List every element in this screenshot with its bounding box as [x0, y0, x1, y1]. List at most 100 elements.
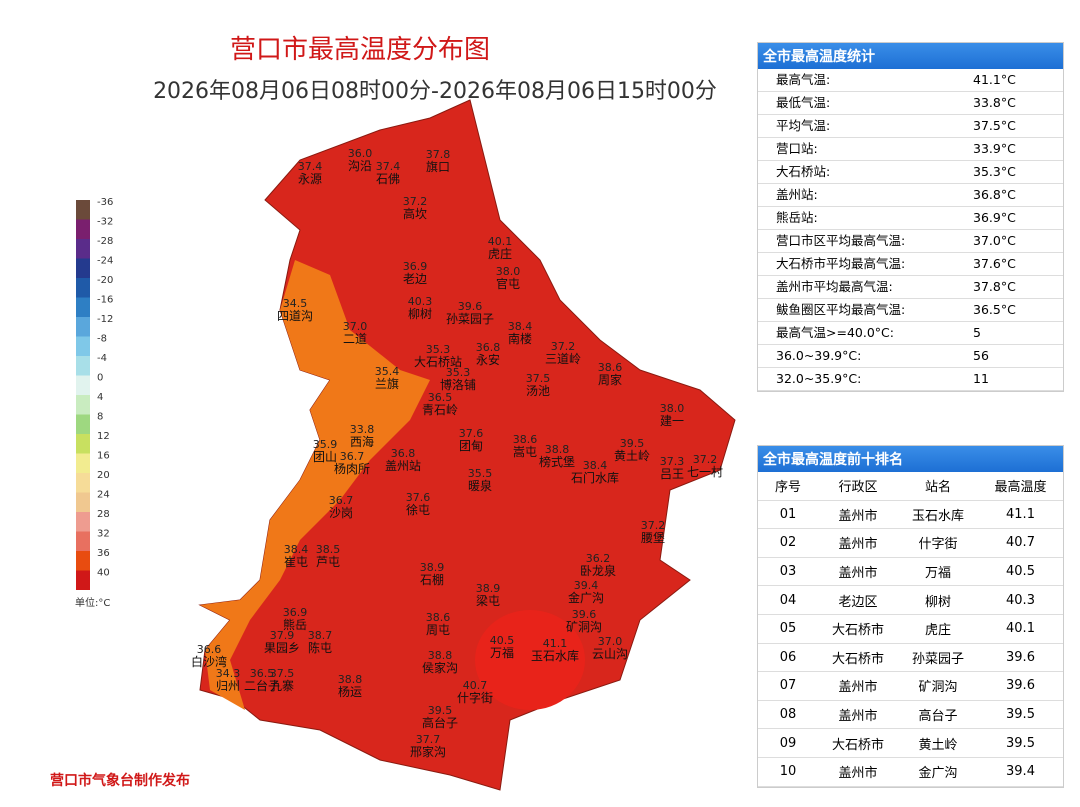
legend-label: 40: [97, 568, 110, 579]
station-value: 36.7: [340, 450, 365, 463]
ranking-cell: 08: [779, 707, 797, 723]
stats-label: 大石桥市平均最高气温:: [776, 256, 906, 271]
legend-label: 8: [97, 412, 103, 423]
station-value: 38.4: [583, 459, 608, 472]
ranking-cell: 40.5: [1006, 564, 1035, 580]
legend-label: -20: [97, 275, 113, 286]
station-name: 盖州站: [385, 459, 421, 473]
ranking-row: 10 盖州市 金广沟 39.4: [758, 758, 1063, 787]
legend-swatch: [76, 395, 90, 415]
station-name: 崔屯: [284, 555, 308, 569]
station-value: 34.5: [283, 297, 308, 310]
legend-label: -4: [97, 353, 107, 364]
station-value: 38.5: [316, 543, 341, 556]
legend-label: 36: [97, 548, 110, 559]
station-name: 云山沟: [592, 647, 628, 661]
station-name: 杨肉所: [334, 461, 370, 476]
station-name: 高台子: [422, 715, 458, 730]
stats-row: 最高气温: 41.1°C: [758, 69, 1063, 92]
stats-value: 37.5°C: [973, 118, 1016, 133]
station-name: 沟沿: [348, 159, 372, 173]
stats-value: 56: [973, 348, 989, 363]
station-value: 39.6: [572, 608, 597, 621]
stats-row: 大石桥市平均最高气温: 37.6°C: [758, 253, 1063, 276]
header-cell: 最高温度: [994, 480, 1047, 496]
ranking-cell: 万福: [924, 566, 951, 582]
station-name: 大石桥站: [414, 355, 462, 369]
station-value: 35.4: [375, 365, 400, 378]
station-value: 37.5: [270, 667, 295, 680]
ranking-cell: 高台子: [918, 709, 958, 725]
station-value: 37.2: [403, 195, 428, 208]
ranking-cell: 金广沟: [918, 766, 958, 782]
stats-label: 大石桥站:: [776, 164, 831, 179]
station-name: 金广沟: [568, 590, 604, 605]
station-name: 腰堡: [641, 530, 665, 545]
station-name: 南楼: [508, 331, 532, 346]
legend-swatch: [76, 278, 90, 298]
station-value: 38.6: [426, 611, 451, 624]
legend-swatch: [76, 336, 90, 356]
legend-swatch: [76, 531, 90, 551]
ranking-cell: 盖州市: [838, 508, 878, 524]
station-name: 矿洞沟: [566, 620, 602, 634]
stats-label: 32.0~35.9°C:: [776, 371, 862, 386]
legend-swatch: [76, 200, 90, 220]
station-value: 36.6: [197, 643, 222, 656]
ranking-cell: 03: [779, 564, 797, 580]
ranking-cell: 矿洞沟: [918, 680, 958, 696]
ranking-cell: 大石桥市: [831, 651, 884, 667]
station-name: 旗口: [426, 159, 450, 174]
ranking-cell: 39.5: [1006, 735, 1035, 751]
ranking-cell: 01: [779, 506, 797, 522]
cooler-zone: [200, 260, 430, 710]
legend-swatch: [76, 492, 90, 512]
station-name: 石棚: [420, 572, 444, 587]
legend-swatch: [76, 551, 90, 571]
footer: 营口市气象台制作发布: [50, 772, 190, 789]
station-value: 40.1: [488, 235, 513, 248]
station-value: 40.3: [408, 295, 433, 308]
station-name: 西海: [350, 434, 374, 449]
legend-swatch: [76, 434, 90, 454]
stats-label: 盖州站:: [776, 187, 818, 202]
station-value: 37.8: [426, 148, 451, 161]
header-cell: 行政区: [838, 480, 878, 496]
legend-label: -12: [97, 314, 113, 325]
ranking-cell: 39.5: [1006, 707, 1035, 723]
ranking-cell: 40.1: [1006, 621, 1035, 637]
station-value: 35.9: [313, 438, 338, 451]
stats-row: 熊岳站: 36.9°C: [758, 207, 1063, 230]
station-name: 黄土岭: [614, 449, 650, 463]
station-name: 陈屯: [308, 640, 332, 655]
legend-swatch: [76, 297, 90, 317]
station-value: 35.3: [446, 366, 471, 379]
legend-label: 12: [97, 431, 110, 442]
stats-label: 36.0~39.9°C:: [776, 348, 862, 363]
station-value: 36.7: [329, 494, 354, 507]
ranking-cell: 柳树: [924, 594, 951, 610]
ranking-cell: 07: [779, 678, 797, 694]
station-name: 二台子: [244, 678, 280, 693]
legend-swatch: [76, 219, 90, 239]
stats-row: 32.0~35.9°C: 11: [758, 368, 1063, 391]
station-value: 41.1: [543, 637, 568, 650]
legend-swatch: [76, 258, 90, 278]
station-name: 徐屯: [406, 502, 430, 517]
station-value: 36.9: [403, 260, 428, 273]
legend-label: 0: [97, 373, 103, 384]
stats-value: 37.0°C: [973, 233, 1016, 248]
station-name: 芦屯: [316, 555, 340, 569]
station-name: 柳树: [408, 306, 432, 321]
stats-value: 5: [973, 325, 981, 340]
legend-swatch: [76, 570, 90, 590]
station-value: 35.5: [468, 467, 493, 480]
station-name: 二道: [343, 332, 367, 346]
legend-label: 4: [97, 392, 103, 403]
station-value: 38.9: [420, 561, 445, 574]
station-value: 36.5: [428, 391, 453, 404]
station-name: 果园乡: [264, 641, 300, 655]
legend-label: -32: [97, 217, 113, 228]
stats-value: 36.8°C: [973, 187, 1016, 202]
